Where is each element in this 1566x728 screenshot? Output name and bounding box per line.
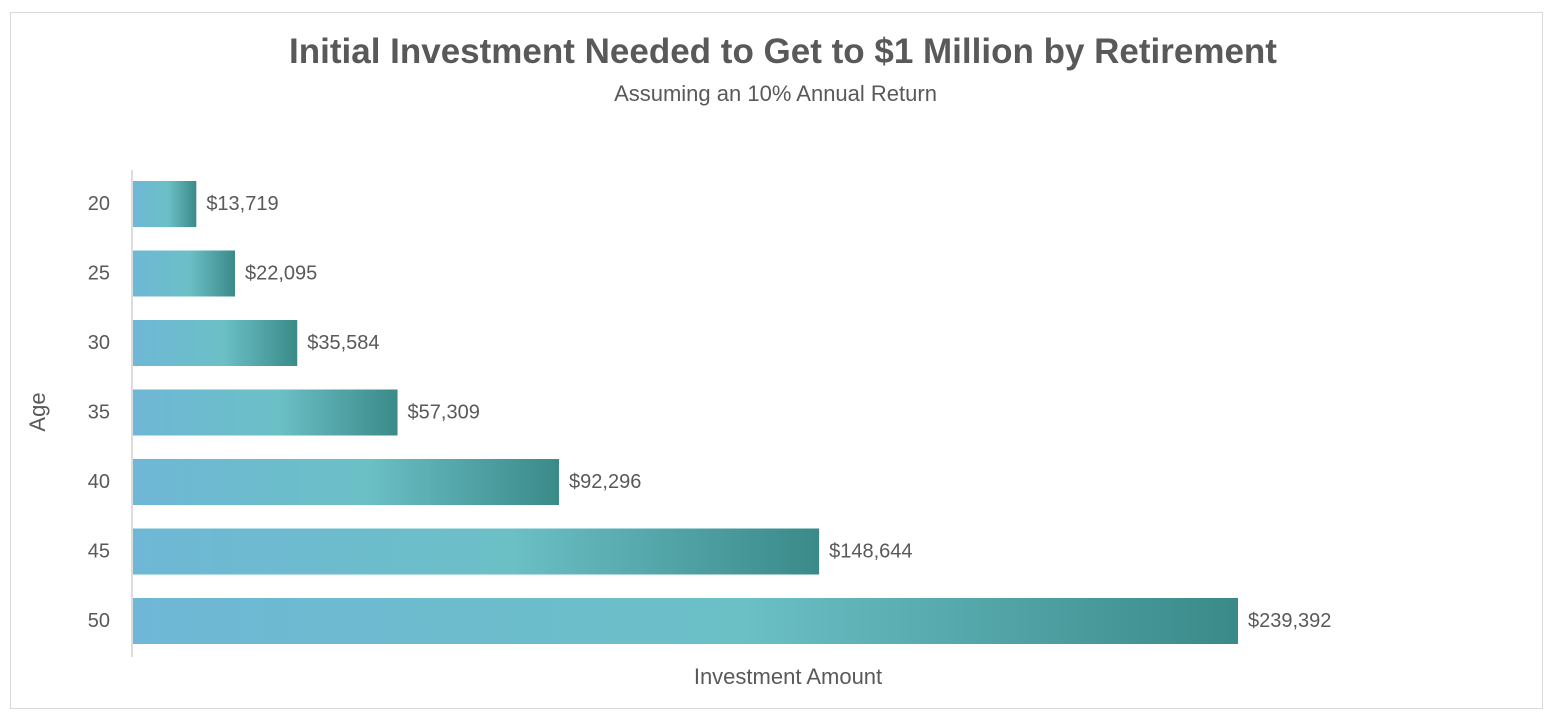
bar-age-35 — [133, 389, 398, 436]
y-tick-label-50: 50 — [88, 610, 110, 632]
data-label-age-25: $22,095 — [245, 263, 317, 285]
bar-age-40 — [133, 459, 560, 505]
y-tick-label-40: 40 — [88, 471, 110, 493]
bar-age-25 — [133, 250, 235, 297]
bar-age-20 — [133, 181, 197, 227]
y-tick-label-25: 25 — [88, 263, 110, 285]
bar-age-30 — [133, 320, 298, 366]
data-label-age-20: $13,719 — [206, 193, 278, 215]
y-tick-label-35: 35 — [88, 402, 110, 424]
bar-age-45 — [133, 528, 820, 575]
data-label-age-30: $35,584 — [307, 332, 379, 354]
y-tick-label-45: 45 — [88, 541, 110, 563]
chart-subtitle: Assuming an 10% Annual Return — [614, 81, 937, 106]
y-tick-label-30: 30 — [88, 332, 110, 354]
bar-age-50 — [133, 598, 1238, 644]
data-label-age-40: $92,296 — [569, 471, 641, 493]
x-axis-title: Investment Amount — [693, 664, 883, 689]
y-tick-label-20: 20 — [88, 193, 110, 215]
chart-title: Initial Investment Needed to Get to $1 M… — [289, 32, 1277, 71]
data-label-age-35: $57,309 — [408, 402, 480, 424]
data-label-age-45: $148,644 — [829, 541, 912, 563]
data-label-age-50: $239,392 — [1248, 610, 1331, 632]
